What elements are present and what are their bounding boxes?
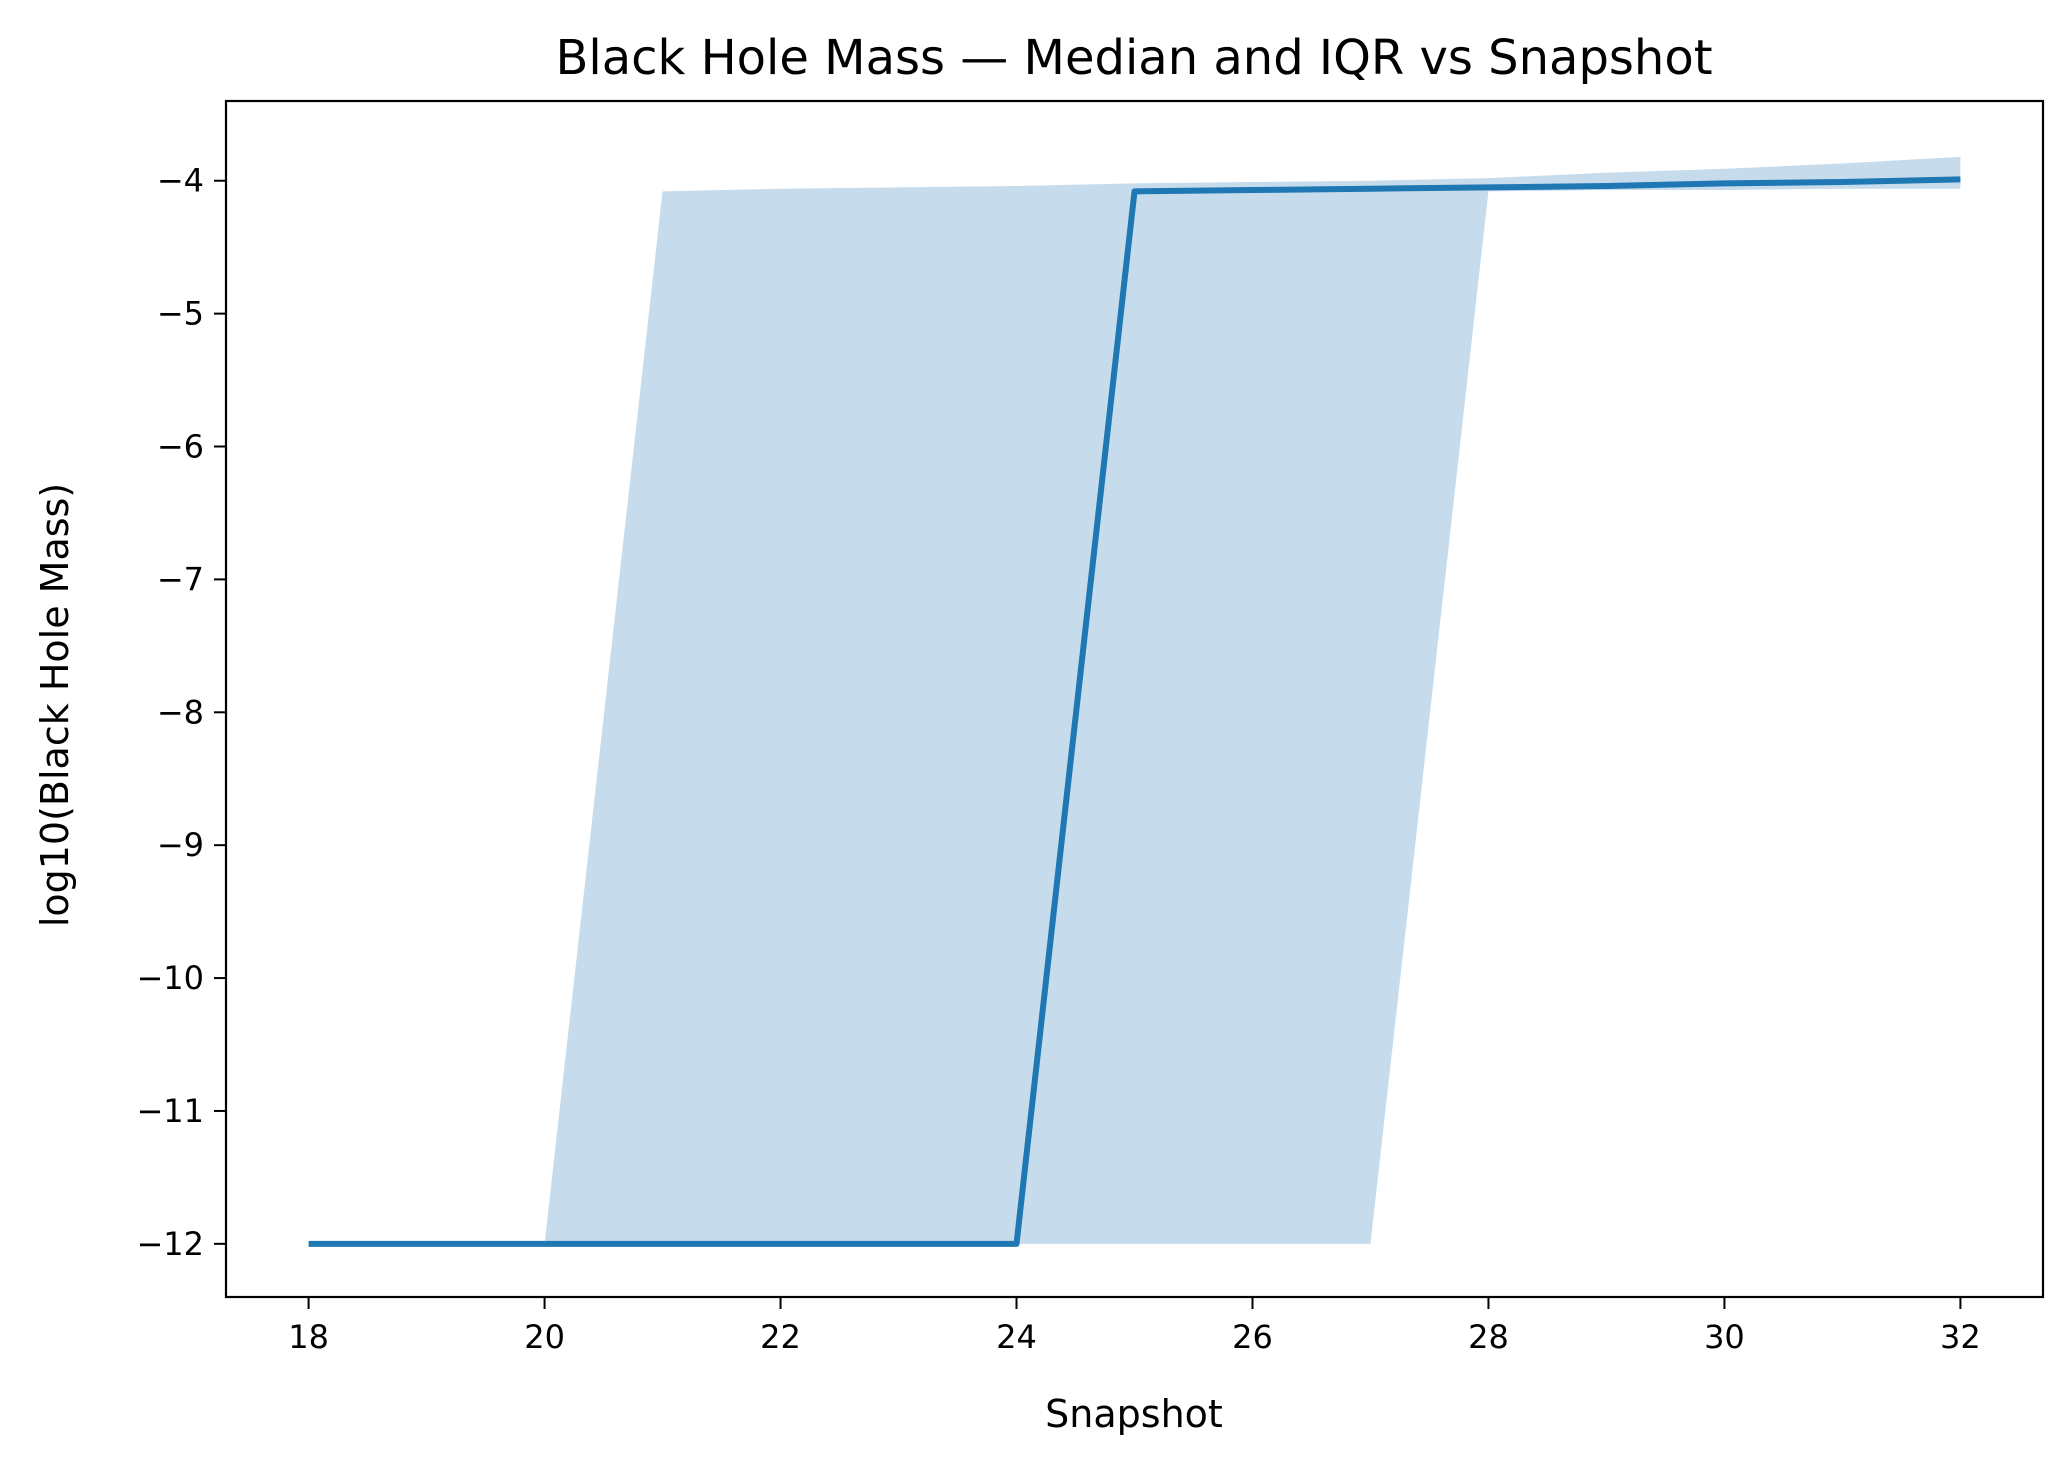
iqr-band-layer bbox=[308, 156, 1961, 1244]
y-tick-label: −10 bbox=[136, 959, 204, 997]
y-tick-label: −7 bbox=[157, 560, 204, 598]
median-line-0 bbox=[308, 176, 1961, 1247]
x-tick-label: 22 bbox=[760, 1318, 801, 1356]
iqr-band bbox=[308, 156, 1961, 1244]
plot-area: 18 20 22 24 26 28 30 32 −12 −11 −10 −9 −8 −7 −6 −5 −4 bbox=[136, 99, 2045, 1356]
y-tick-label: −9 bbox=[157, 826, 204, 864]
y-axis-ticks: −12 −11 −10 −9 −8 −7 −6 −5 −4 bbox=[136, 162, 226, 1263]
x-tick-label: 18 bbox=[288, 1318, 329, 1356]
plot-frame bbox=[224, 99, 2045, 1299]
x-tick-label: 26 bbox=[1232, 1318, 1273, 1356]
x-tick-label: 28 bbox=[1468, 1318, 1509, 1356]
y-tick-label: −5 bbox=[157, 295, 204, 333]
y-axis-label: log10(Black Hole Mass) bbox=[33, 483, 77, 927]
y-tick-label: −6 bbox=[157, 428, 204, 466]
x-axis-ticks: 18 20 22 24 26 28 30 32 bbox=[288, 1297, 1981, 1356]
y-tick-label: −8 bbox=[157, 693, 204, 731]
x-tick-label: 32 bbox=[1940, 1318, 1981, 1356]
median-line-layer bbox=[308, 176, 1961, 1247]
x-tick-label: 20 bbox=[524, 1318, 565, 1356]
x-tick-label: 24 bbox=[996, 1318, 1037, 1356]
y-tick-label: −12 bbox=[136, 1225, 204, 1263]
x-axis-label: Snapshot bbox=[1045, 1392, 1223, 1436]
y-tick-label: −11 bbox=[136, 1092, 204, 1130]
x-tick-label: 30 bbox=[1704, 1318, 1745, 1356]
chart-title: Black Hole Mass — Median and IQR vs Snap… bbox=[555, 30, 1712, 86]
y-tick-label: −4 bbox=[157, 162, 204, 200]
